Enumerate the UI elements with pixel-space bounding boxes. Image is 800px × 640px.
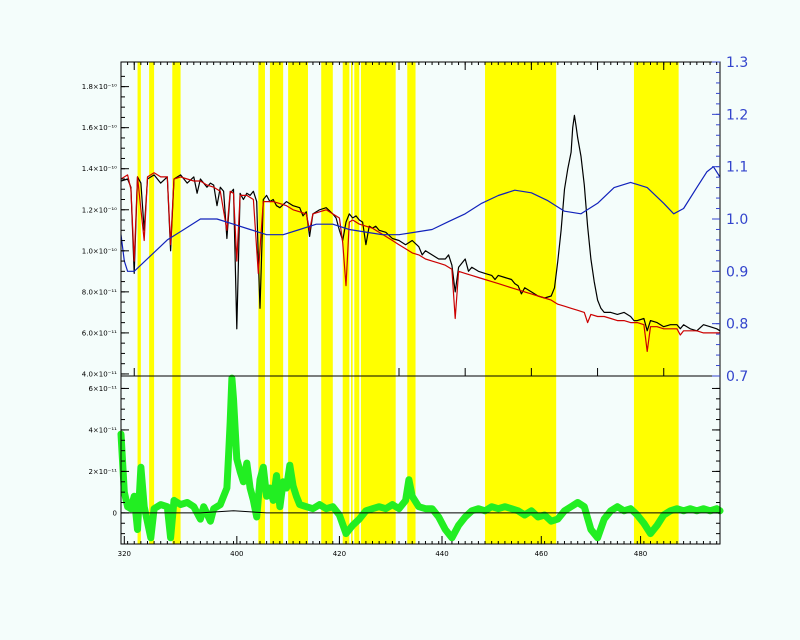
top-right-tick-label: 1.3 [726,55,748,71]
top-left-tick-label: 1.0×10⁻¹⁰ [82,247,117,255]
bottom-x-tick-label: 460 [535,550,548,558]
top-right-tick-label: 1.0 [726,212,748,228]
highlight-band [354,62,360,544]
bottom-left-tick-label: 0 [113,509,117,517]
highlight-band [288,62,308,544]
top-right-tick-label: 0.7 [726,369,748,385]
highlight-band [172,62,181,544]
top-right-tick-label: 1.1 [726,160,748,176]
highlight-band [137,62,141,544]
top-panel-series [120,114,721,352]
highlight-band [269,62,284,544]
top-left-tick-label: 1.4×10⁻¹⁰ [82,165,117,173]
highlight-band [407,62,416,544]
top-left-tick-label: 1.6×10⁻¹⁰ [82,124,117,132]
bottom-panel-frame [120,375,721,545]
top-series-line-2 [120,172,720,352]
top-right-tick-label: 0.9 [726,264,748,280]
bottom-left-tick-label: 6×10⁻¹¹ [88,385,117,393]
top-series-line-3 [120,166,721,272]
highlight-band [342,62,350,544]
top-left-tick-label: 8.0×10⁻¹¹ [82,288,117,296]
highlight-band [321,62,333,544]
plot-frame [120,61,721,545]
bottom-x-tick-label: 480 [634,550,647,558]
top-left-tick-label: 4.0×10⁻¹¹ [82,370,117,378]
bottom-series-line-2 [120,510,721,514]
bottom-left-tick-label: 4×10⁻¹¹ [88,426,117,434]
top-right-tick-label: 0.8 [726,317,748,333]
highlight-band [258,62,265,544]
highlight-band [351,62,353,544]
highlight-band [360,62,396,544]
highlight-band [633,62,679,544]
bottom-x-tick-label: 320 [118,550,131,558]
bottom-series-line-1 [117,374,724,542]
bottom-x-tick-label: 420 [333,550,346,558]
bottom-panel-series [117,374,724,542]
bottom-x-tick-label: 440 [435,550,448,558]
axes: 4.0×10⁻¹¹ 6.0×10⁻¹¹ 8.0×10⁻¹¹ 1.0×10⁻¹⁰ 1.2×… [82,55,748,558]
top-right-tick-label: 1.2 [726,107,748,123]
bottom-x-tick-label: 400 [230,550,243,558]
highlight-band [485,62,557,544]
top-left-tick-label: 6.0×10⁻¹¹ [82,329,117,337]
top-left-tick-label: 1.2×10⁻¹⁰ [82,206,117,214]
bottom-left-tick-label: 2×10⁻¹¹ [88,468,117,476]
top-left-tick-label: 1.8×10⁻¹⁰ [82,83,117,91]
highlight-band [149,62,155,544]
top-series-line-1 [120,114,721,332]
highlight-bands [137,62,679,544]
